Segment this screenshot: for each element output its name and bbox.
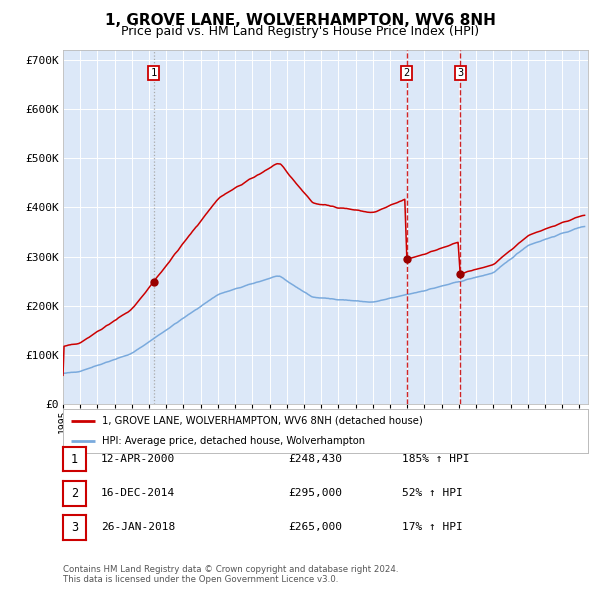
Text: 3: 3: [457, 68, 463, 78]
Text: 1, GROVE LANE, WOLVERHAMPTON, WV6 8NH (detached house): 1, GROVE LANE, WOLVERHAMPTON, WV6 8NH (d…: [103, 416, 423, 426]
Text: 2: 2: [71, 487, 78, 500]
Text: 1: 1: [71, 453, 78, 466]
Text: HPI: Average price, detached house, Wolverhampton: HPI: Average price, detached house, Wolv…: [103, 436, 365, 446]
Text: Price paid vs. HM Land Registry's House Price Index (HPI): Price paid vs. HM Land Registry's House …: [121, 25, 479, 38]
Text: 16-DEC-2014: 16-DEC-2014: [101, 489, 175, 498]
Text: 17% ↑ HPI: 17% ↑ HPI: [402, 523, 463, 532]
Text: £248,430: £248,430: [288, 454, 342, 464]
Text: 52% ↑ HPI: 52% ↑ HPI: [402, 489, 463, 498]
Text: 3: 3: [71, 521, 78, 534]
Text: Contains HM Land Registry data © Crown copyright and database right 2024.
This d: Contains HM Land Registry data © Crown c…: [63, 565, 398, 584]
Text: 26-JAN-2018: 26-JAN-2018: [101, 523, 175, 532]
Text: £265,000: £265,000: [288, 523, 342, 532]
Text: 12-APR-2000: 12-APR-2000: [101, 454, 175, 464]
Text: 185% ↑ HPI: 185% ↑ HPI: [402, 454, 470, 464]
Text: £295,000: £295,000: [288, 489, 342, 498]
Text: 2: 2: [403, 68, 410, 78]
Text: 1, GROVE LANE, WOLVERHAMPTON, WV6 8NH: 1, GROVE LANE, WOLVERHAMPTON, WV6 8NH: [104, 13, 496, 28]
Text: 1: 1: [151, 68, 157, 78]
